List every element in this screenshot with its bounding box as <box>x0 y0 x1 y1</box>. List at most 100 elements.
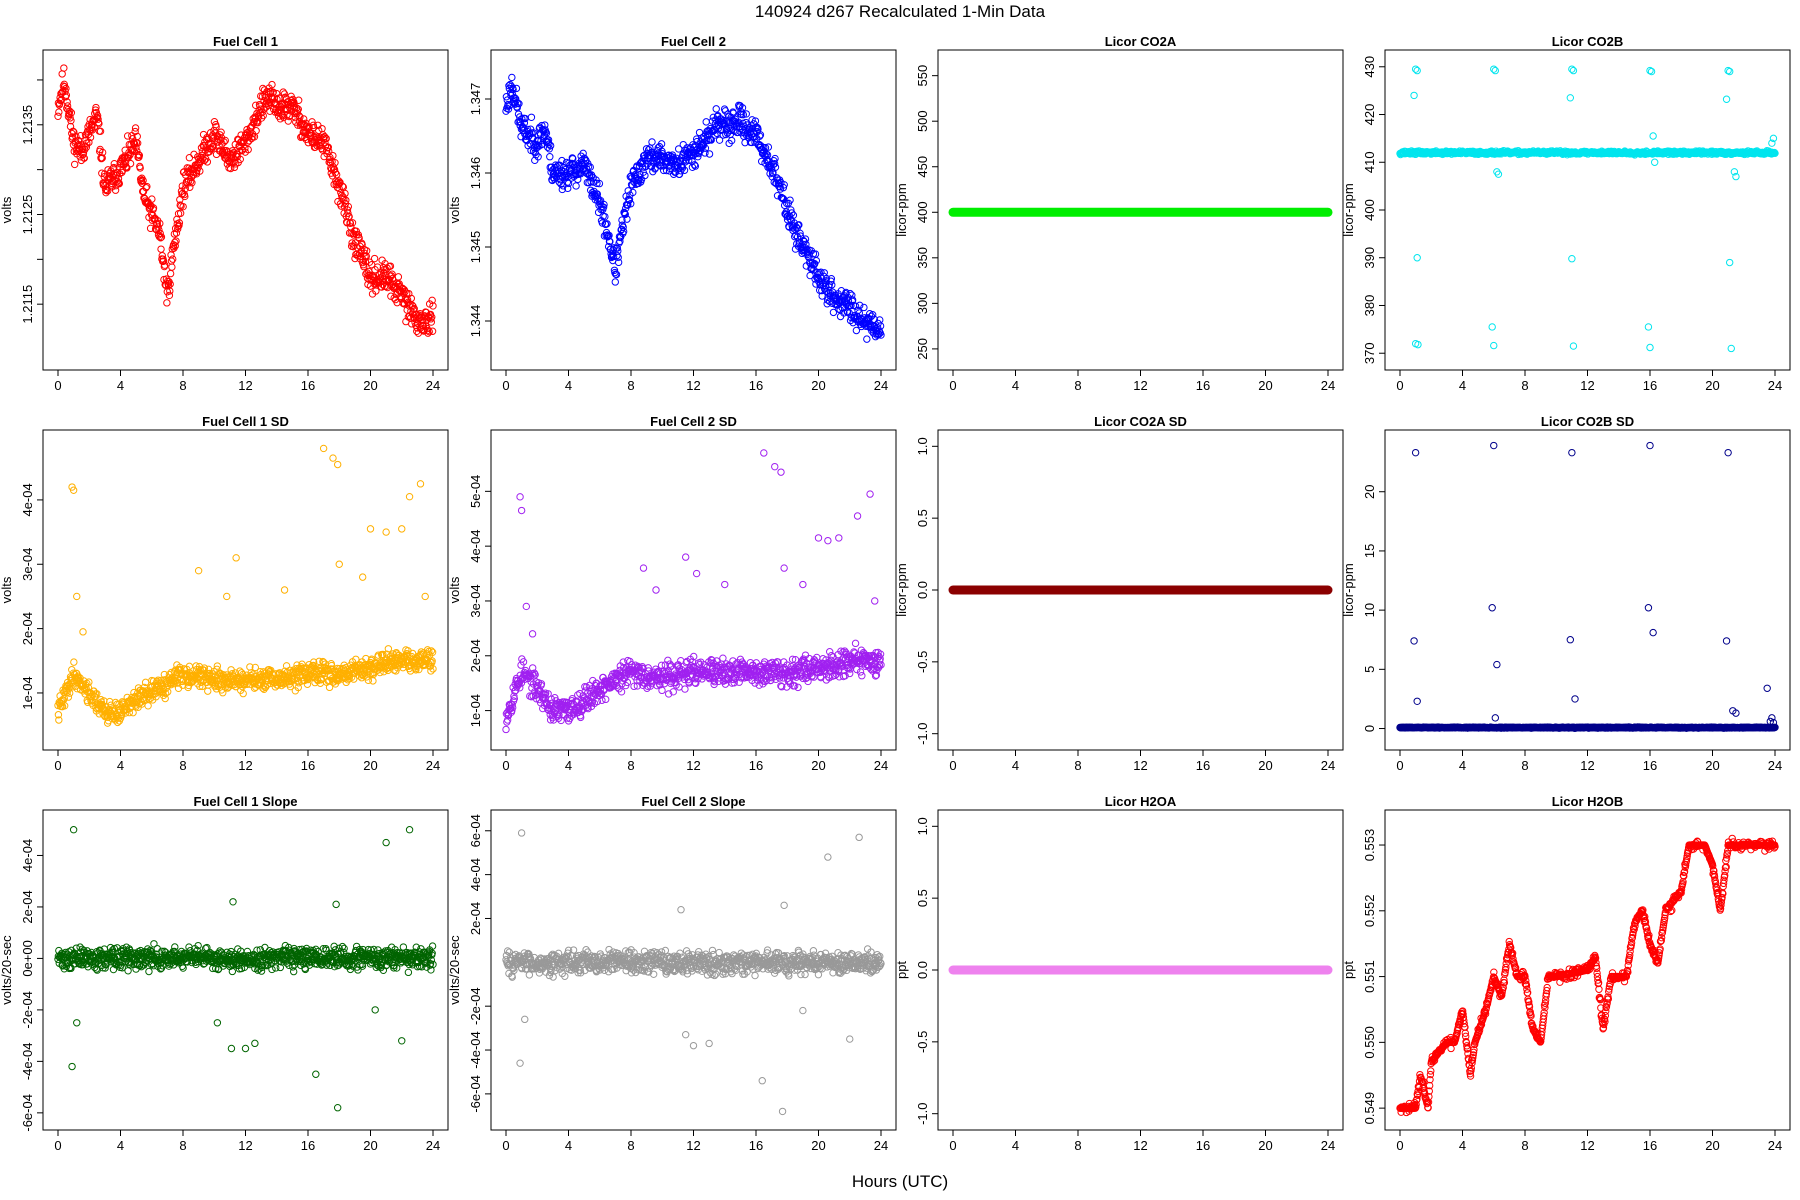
data-point <box>644 664 652 672</box>
data-point <box>196 682 204 691</box>
y-tick-label: 2e-04 <box>20 612 35 645</box>
data-point <box>92 103 100 112</box>
data-point <box>161 261 169 269</box>
data-point <box>347 223 355 231</box>
data-point <box>872 671 881 679</box>
data-point <box>100 697 108 705</box>
plot-frame <box>1384 429 1791 751</box>
data-point <box>200 142 208 150</box>
data-point <box>856 301 864 310</box>
series-points <box>54 444 437 727</box>
x-tick-label: 20 <box>1258 378 1272 393</box>
data-point <box>680 166 689 174</box>
data-point <box>428 648 437 656</box>
data-point <box>601 695 610 704</box>
data-point <box>95 119 103 128</box>
data-point <box>804 677 812 686</box>
outlier-point <box>69 486 78 494</box>
panel-title: Fuel Cell 1 <box>213 34 278 49</box>
data-point <box>135 151 144 160</box>
data-point <box>599 203 608 211</box>
outlier-point <box>522 602 531 611</box>
data-point <box>352 227 360 235</box>
data-point <box>768 658 776 667</box>
x-tick-label: 24 <box>426 758 440 773</box>
outlier-point <box>232 554 240 562</box>
x-tick-label: 12 <box>686 378 700 393</box>
data-point <box>771 154 779 163</box>
data-point <box>554 714 563 722</box>
outlier-point <box>1725 67 1734 76</box>
data-point <box>341 189 349 198</box>
data-point <box>515 99 523 108</box>
data-point <box>842 650 851 659</box>
data-point <box>753 676 762 684</box>
data-point <box>332 170 341 179</box>
data-point <box>681 685 689 693</box>
y-tick-label: 4e-04 <box>20 483 35 516</box>
data-point <box>160 670 169 679</box>
y-tick-label: 300 <box>915 293 930 315</box>
figure-title: 140924 d267 Recalculated 1-Min Data <box>754 2 1046 21</box>
outlier-point <box>824 536 832 545</box>
data-point <box>131 124 140 132</box>
data-point <box>619 227 628 236</box>
data-point <box>386 262 395 270</box>
outlier-point <box>1646 343 1654 352</box>
data-point <box>172 229 181 237</box>
data-point <box>263 96 272 104</box>
data-point <box>666 660 674 668</box>
outlier-point <box>1722 95 1731 103</box>
data-point <box>149 204 158 212</box>
data-point <box>215 680 223 688</box>
data-point <box>143 182 151 191</box>
data-point <box>294 96 303 104</box>
data-point <box>369 677 377 685</box>
panel-title: Fuel Cell 1 SD <box>202 414 289 429</box>
data-point <box>541 128 550 136</box>
x-tick-label: 4 <box>117 758 124 773</box>
x-tick-label: 20 <box>1258 758 1272 773</box>
outlier-point <box>1494 170 1503 178</box>
data-point <box>510 694 519 703</box>
data-point <box>691 162 700 170</box>
data-point <box>787 662 796 671</box>
y-tick-label: 5 <box>1362 666 1377 673</box>
outlier-point <box>1732 172 1740 181</box>
data-point <box>617 688 626 696</box>
outlier-point <box>1725 258 1734 267</box>
x-tick-label: 20 <box>811 378 825 393</box>
data-point <box>55 108 63 116</box>
y-tick-label: 20 <box>1362 484 1377 498</box>
x-tick-label: 12 <box>1133 758 1147 773</box>
data-point <box>315 657 323 666</box>
data-point <box>344 202 353 211</box>
data-point <box>337 202 345 210</box>
x-tick-label: 8 <box>179 758 186 773</box>
data-point <box>153 681 162 689</box>
data-point <box>376 668 384 677</box>
data-point <box>366 271 374 280</box>
data-point <box>549 716 558 724</box>
data-point <box>111 186 120 194</box>
data-point <box>516 113 524 121</box>
data-point <box>286 682 295 691</box>
data-point <box>241 144 249 153</box>
data-point <box>614 258 623 267</box>
data-point <box>701 144 710 152</box>
x-tick-label: 16 <box>1643 378 1657 393</box>
data-point <box>544 690 552 698</box>
data-point <box>719 654 727 662</box>
data-point <box>132 699 141 707</box>
data-point <box>384 645 393 653</box>
data-point <box>512 84 521 93</box>
data-point <box>70 160 79 169</box>
data-point <box>574 175 582 184</box>
data-point <box>169 678 177 687</box>
data-point <box>586 163 594 171</box>
data-point <box>299 115 308 123</box>
data-point <box>623 215 631 223</box>
y-tick-label: -1.0 <box>915 722 930 744</box>
data-point <box>329 151 337 160</box>
outlier-point <box>814 534 823 542</box>
